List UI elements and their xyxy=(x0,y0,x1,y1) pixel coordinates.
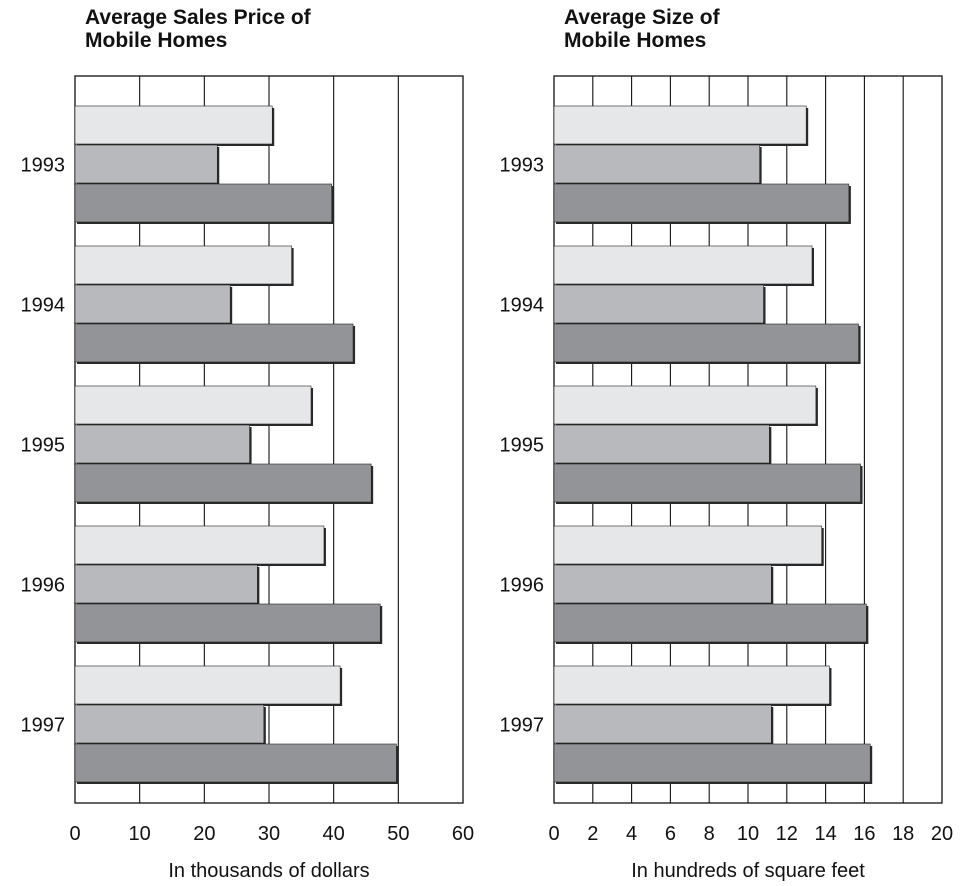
category-label: 1995 xyxy=(500,435,545,457)
x-axis-label: In thousands of dollars xyxy=(168,860,369,882)
x-tick-label: 20 xyxy=(193,823,215,845)
bar-1993-s3 xyxy=(553,183,850,223)
bar-1996-s1 xyxy=(74,525,325,565)
x-tick-label: 4 xyxy=(626,823,637,845)
bar-1996-s3 xyxy=(74,603,381,643)
x-axis-label: In hundreds of square feet xyxy=(631,860,865,882)
x-tick-label: 40 xyxy=(323,823,345,845)
x-tick-label: 50 xyxy=(387,823,409,845)
bar-1996-s3 xyxy=(553,603,867,643)
bar-1996-s2 xyxy=(553,564,772,604)
bar-1997-s1 xyxy=(74,665,341,705)
category-label: 1997 xyxy=(21,715,66,737)
bar-1993-s2 xyxy=(74,144,218,184)
bar-1997-s2 xyxy=(553,704,772,744)
bar-1996-s1 xyxy=(553,525,823,565)
bar-1994-s2 xyxy=(74,284,231,324)
bar-1996-s2 xyxy=(74,564,258,604)
x-tick-label: 60 xyxy=(452,823,474,845)
category-label: 1993 xyxy=(21,155,66,177)
bar-1993-s2 xyxy=(553,144,760,184)
bar-1995-s1 xyxy=(553,385,817,425)
chart-title-line: Average Sales Price of xyxy=(85,6,312,29)
bar-1995-s3 xyxy=(74,463,372,503)
category-label: 1994 xyxy=(21,295,66,317)
bar-1997-s2 xyxy=(74,704,265,744)
x-tick-label: 0 xyxy=(69,823,80,845)
category-label: 1994 xyxy=(500,295,545,317)
bar-1997-s3 xyxy=(553,743,871,783)
bar-1995-s2 xyxy=(553,424,770,464)
x-tick-label: 30 xyxy=(258,823,280,845)
bar-1994-s1 xyxy=(553,245,813,285)
x-tick-label: 0 xyxy=(548,823,559,845)
bar-1993-s3 xyxy=(74,183,333,223)
x-tick-label: 6 xyxy=(665,823,676,845)
x-tick-label: 18 xyxy=(892,823,914,845)
x-tick-label: 2 xyxy=(587,823,598,845)
bar-1994-s3 xyxy=(553,323,859,363)
x-tick-label: 10 xyxy=(129,823,151,845)
bar-1995-s1 xyxy=(74,385,312,425)
category-label: 1996 xyxy=(21,575,66,597)
x-tick-label: 14 xyxy=(814,823,836,845)
bar-1997-s3 xyxy=(74,743,397,783)
bar-1994-s2 xyxy=(553,284,764,324)
bar-1997-s1 xyxy=(553,665,830,705)
bar-1993-s1 xyxy=(553,105,807,145)
x-tick-label: 10 xyxy=(737,823,759,845)
bar-1993-s1 xyxy=(74,105,273,145)
x-tick-label: 20 xyxy=(931,823,953,845)
category-label: 1995 xyxy=(21,435,66,457)
bar-1995-s2 xyxy=(74,424,250,464)
bar-1995-s3 xyxy=(553,463,861,503)
x-tick-label: 12 xyxy=(776,823,798,845)
category-label: 1993 xyxy=(500,155,545,177)
category-label: 1997 xyxy=(500,715,545,737)
chart-title-line: Mobile Homes xyxy=(85,29,227,52)
bar-1994-s3 xyxy=(74,323,354,363)
x-tick-label: 8 xyxy=(704,823,715,845)
category-label: 1996 xyxy=(500,575,545,597)
chart-title-line: Mobile Homes xyxy=(564,29,706,52)
bar-1994-s1 xyxy=(74,245,292,285)
x-tick-label: 16 xyxy=(853,823,875,845)
chart-title-line: Average Size of xyxy=(564,6,721,29)
